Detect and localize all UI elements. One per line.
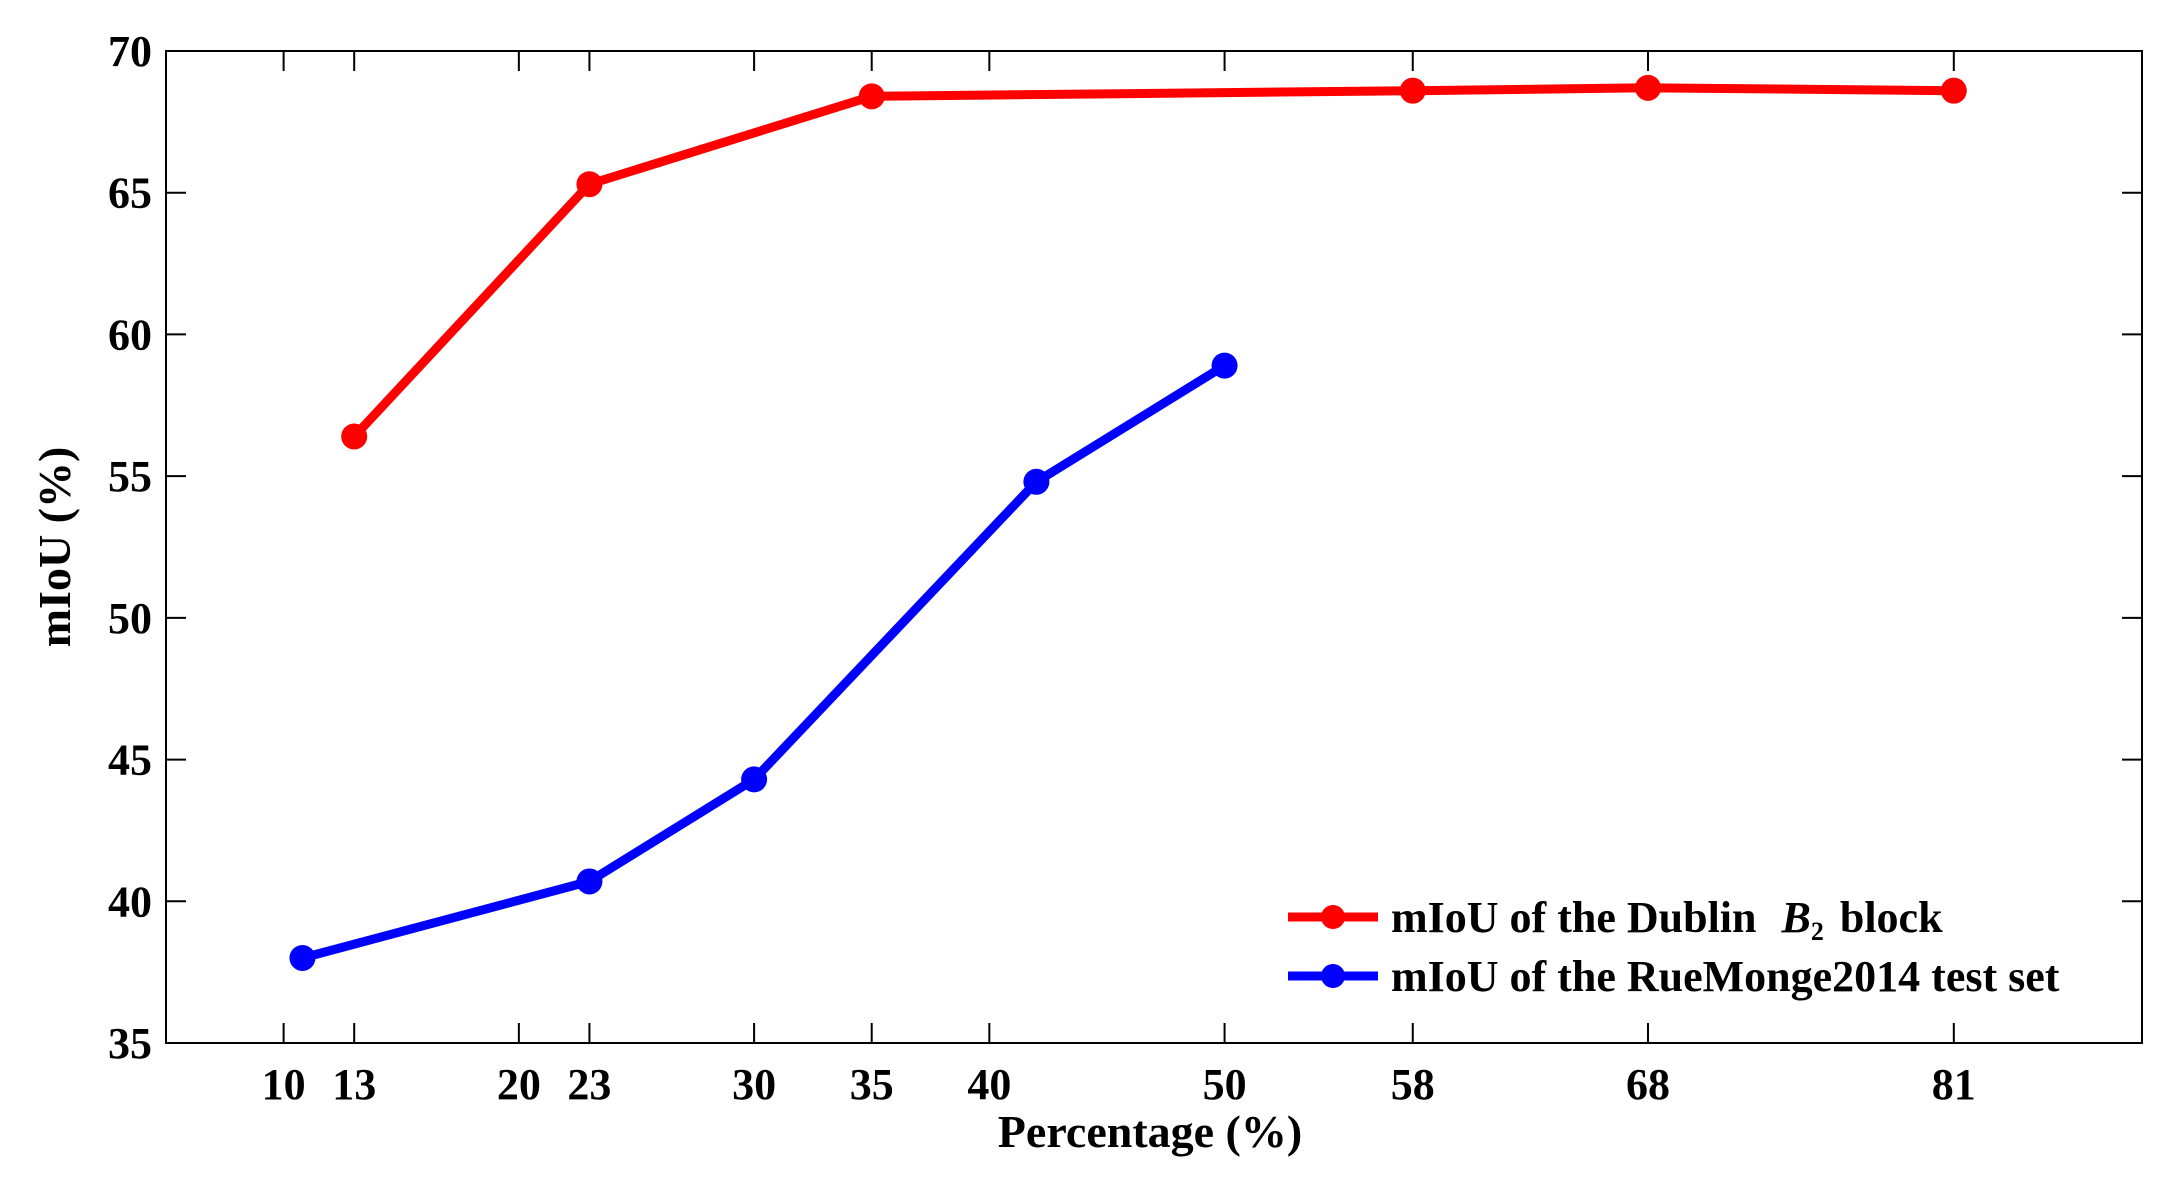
x-axis: 10 13 20 23 30 35 40 50 58 68 81 [262,51,1976,1109]
x-axis-title: Percentage (%) [998,1106,1302,1157]
data-point [1211,352,1238,379]
x-tick-label: 10 [262,1060,306,1109]
data-point [741,766,768,793]
x-tick-label: 68 [1626,1060,1670,1109]
data-point [1635,74,1661,101]
data-point [289,944,316,971]
x-tick-label: 35 [850,1060,894,1109]
series-line-0 [349,83,1959,441]
data-point [1023,468,1050,495]
x-tick-label: 50 [1203,1060,1247,1109]
legend-label-dublin: mIoU of the Dublin B2 block [1391,893,1943,946]
x-tick-label: 58 [1391,1060,1435,1109]
data-point [576,171,603,198]
y-tick-label: 70 [108,27,152,76]
x-tick-label: 13 [332,1060,376,1109]
x-tick-label: 23 [567,1060,611,1109]
data-point [576,868,603,895]
legend: mIoU of the Dublin B2 block mIoU of the R… [1288,893,2060,1001]
x-tick-label: 81 [1932,1060,1976,1109]
y-tick-label: 60 [108,310,152,359]
data-point [1399,77,1426,104]
y-tick-label: 45 [108,736,152,785]
y-tick-label: 35 [108,1019,152,1068]
y-tick-label: 55 [108,452,152,501]
y-tick-label: 40 [108,877,152,926]
y-tick-label: 65 [108,169,152,218]
data-point [1940,77,1967,104]
x-tick-label: 40 [967,1060,1011,1109]
x-tick-label: 30 [732,1060,776,1109]
legend-label-ruemonge: mIoU of the RueMonge2014 test set [1391,952,2060,1001]
x-tick-label: 20 [497,1060,541,1109]
y-axis: 35 40 45 50 55 60 65 70 [108,27,2142,1068]
y-axis-title: mIoU (%) [29,447,80,648]
data-point [858,83,885,110]
data-point [341,423,368,450]
legend-marker-ruemonge [1321,964,1345,988]
legend-marker-dublin [1321,905,1345,929]
series-line-1 [297,361,1230,963]
plot-frame [165,50,2143,1044]
series-layer [289,74,1967,971]
y-tick-label: 50 [108,594,152,643]
